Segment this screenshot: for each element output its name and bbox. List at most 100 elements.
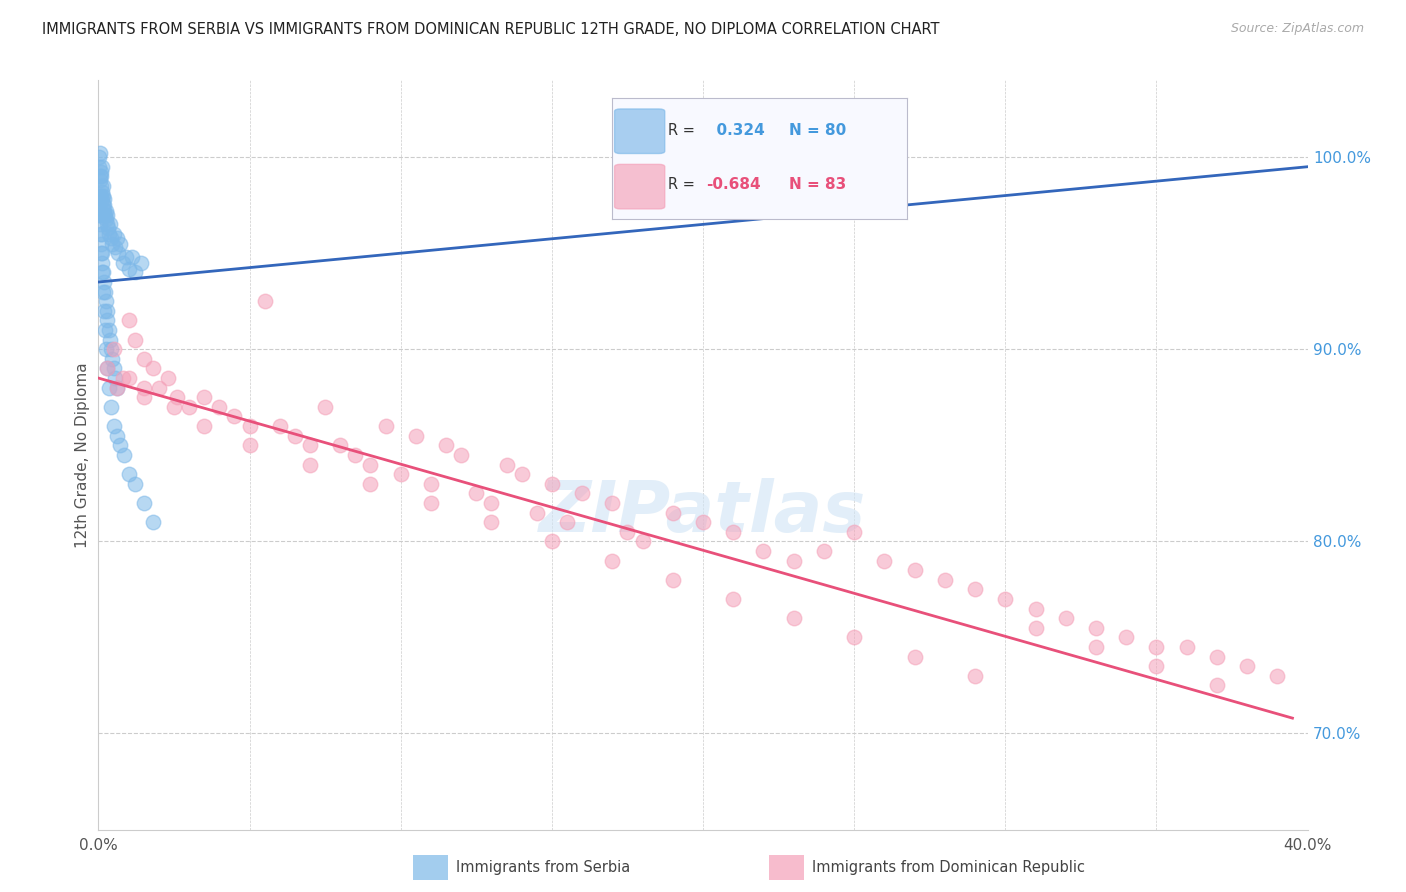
Point bbox=[111, 371, 134, 385]
Point bbox=[105, 381, 128, 395]
Point bbox=[98, 218, 121, 232]
Point bbox=[661, 506, 683, 520]
Point bbox=[344, 448, 367, 462]
Point bbox=[450, 448, 472, 462]
Point bbox=[374, 419, 396, 434]
Point bbox=[124, 476, 146, 491]
Point bbox=[111, 256, 134, 270]
Point bbox=[91, 193, 114, 207]
Point bbox=[94, 323, 117, 337]
Y-axis label: 12th Grade, No Diploma: 12th Grade, No Diploma bbox=[75, 362, 90, 548]
Point bbox=[142, 361, 165, 376]
Point bbox=[118, 371, 141, 385]
Text: N = 83: N = 83 bbox=[789, 178, 846, 193]
Point bbox=[91, 256, 114, 270]
Point bbox=[193, 419, 215, 434]
Point bbox=[89, 169, 111, 184]
Point bbox=[90, 246, 112, 260]
Point bbox=[1024, 621, 1046, 635]
Point bbox=[965, 582, 987, 597]
Point bbox=[89, 160, 111, 174]
Point bbox=[121, 250, 143, 264]
Point bbox=[124, 265, 146, 279]
Point bbox=[1146, 659, 1168, 673]
Point bbox=[94, 211, 117, 226]
Point bbox=[314, 400, 336, 414]
Point bbox=[96, 361, 118, 376]
Point bbox=[89, 218, 111, 232]
Point bbox=[91, 265, 114, 279]
Point bbox=[208, 400, 231, 414]
Point bbox=[118, 313, 141, 327]
Point bbox=[98, 381, 121, 395]
Point bbox=[89, 188, 111, 202]
Point bbox=[510, 467, 533, 482]
Point bbox=[934, 573, 956, 587]
Text: ZIPatlas: ZIPatlas bbox=[540, 478, 866, 547]
Text: Immigrants from Serbia: Immigrants from Serbia bbox=[456, 860, 630, 875]
Point bbox=[93, 198, 115, 212]
Point bbox=[97, 323, 120, 337]
Point bbox=[90, 236, 112, 251]
Point bbox=[405, 428, 427, 442]
Point bbox=[96, 343, 118, 357]
Point bbox=[1085, 621, 1108, 635]
Point bbox=[156, 371, 179, 385]
Point bbox=[329, 438, 352, 452]
Point bbox=[108, 438, 131, 452]
Point bbox=[299, 438, 322, 452]
Point bbox=[239, 419, 262, 434]
Point bbox=[96, 203, 118, 218]
Point bbox=[1115, 631, 1137, 645]
Point bbox=[616, 524, 638, 539]
Point bbox=[105, 428, 128, 442]
Point bbox=[91, 188, 114, 202]
Point bbox=[1236, 659, 1258, 673]
FancyBboxPatch shape bbox=[614, 109, 665, 153]
Text: Immigrants from Dominican Republic: Immigrants from Dominican Republic bbox=[811, 860, 1084, 875]
Point bbox=[994, 592, 1017, 607]
Point bbox=[904, 563, 927, 577]
Point bbox=[299, 458, 322, 472]
Bar bbox=[769, 855, 804, 880]
Point bbox=[91, 285, 114, 299]
Point bbox=[723, 524, 745, 539]
Point bbox=[844, 631, 866, 645]
Point bbox=[166, 390, 188, 404]
Point bbox=[631, 534, 654, 549]
Point bbox=[1146, 640, 1168, 654]
Point bbox=[93, 208, 115, 222]
Point bbox=[360, 458, 382, 472]
Point bbox=[118, 261, 141, 276]
Point bbox=[90, 246, 112, 260]
Point bbox=[114, 250, 136, 264]
Point bbox=[97, 221, 120, 235]
Text: N = 80: N = 80 bbox=[789, 123, 846, 138]
Point bbox=[103, 343, 125, 357]
Point bbox=[269, 419, 291, 434]
Point bbox=[93, 193, 115, 207]
Point bbox=[965, 669, 987, 683]
Point bbox=[103, 419, 125, 434]
Point bbox=[434, 438, 457, 452]
Point bbox=[91, 185, 114, 199]
Point bbox=[132, 351, 155, 366]
Point bbox=[124, 333, 146, 347]
Point bbox=[90, 227, 112, 241]
Point bbox=[90, 160, 112, 174]
Point bbox=[132, 390, 155, 404]
Point bbox=[465, 486, 488, 500]
Point bbox=[132, 496, 155, 510]
Point bbox=[101, 351, 124, 366]
Point bbox=[1054, 611, 1077, 625]
Bar bbox=[413, 855, 449, 880]
Point bbox=[142, 515, 165, 529]
Point bbox=[284, 428, 307, 442]
Point bbox=[89, 208, 111, 222]
Point bbox=[91, 198, 114, 212]
Text: Source: ZipAtlas.com: Source: ZipAtlas.com bbox=[1230, 22, 1364, 36]
Point bbox=[100, 343, 122, 357]
Point bbox=[571, 486, 593, 500]
Point bbox=[129, 256, 152, 270]
Point bbox=[91, 178, 114, 193]
